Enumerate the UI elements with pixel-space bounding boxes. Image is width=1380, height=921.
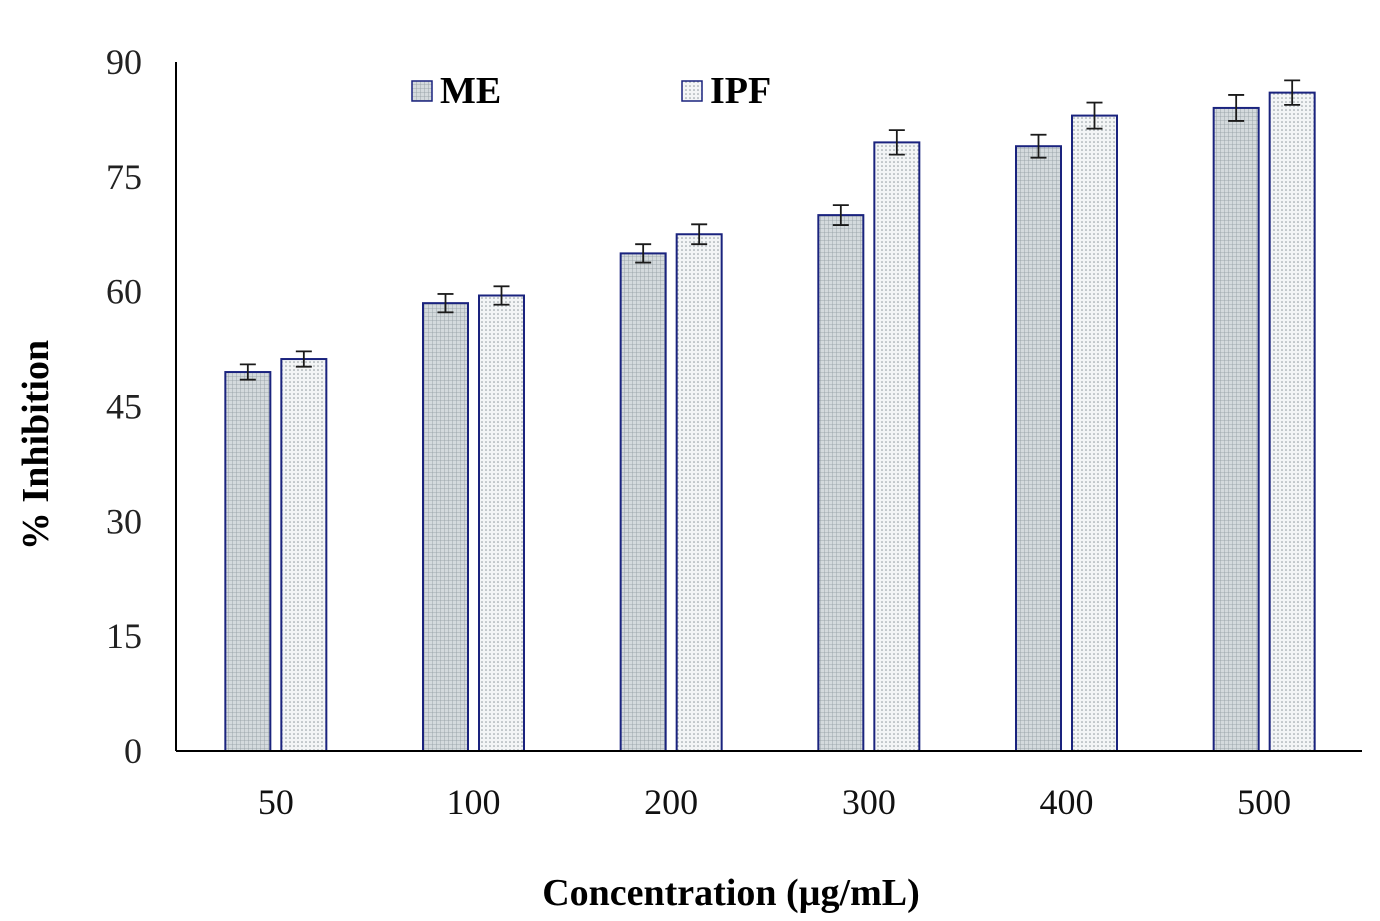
bar-me-50 bbox=[224, 371, 272, 752]
error-bar-me-400 bbox=[1030, 133, 1047, 159]
legend-swatch-ipf bbox=[681, 80, 703, 102]
error-bar-me-50 bbox=[239, 363, 256, 381]
error-bar-me-300 bbox=[832, 204, 849, 226]
y-tick-label-30: 30 bbox=[106, 501, 142, 541]
x-tick-label-500: 500 bbox=[1237, 782, 1291, 822]
error-bar-ipf-50 bbox=[295, 350, 312, 368]
y-ticks: 0 15 30 45 60 75 90 bbox=[106, 42, 142, 771]
error-bar-ipf-300 bbox=[888, 129, 905, 156]
bar-ipf-300 bbox=[873, 141, 921, 752]
x-ticks: 50 100 200 300 400 500 bbox=[258, 782, 1291, 822]
error-bar-ipf-400 bbox=[1086, 101, 1103, 130]
x-tick-label-200: 200 bbox=[644, 782, 698, 822]
legend-swatch-me bbox=[411, 80, 433, 102]
bar-me-300 bbox=[817, 214, 865, 753]
bar-ipf-400 bbox=[1071, 114, 1118, 753]
error-bar-ipf-100 bbox=[493, 285, 510, 306]
y-tick-label-60: 60 bbox=[106, 272, 142, 312]
y-tick-label-0: 0 bbox=[124, 731, 142, 771]
bar-me-400 bbox=[1015, 145, 1062, 752]
error-bar-me-100 bbox=[437, 293, 454, 314]
x-tick-label-300: 300 bbox=[842, 782, 896, 822]
x-tick-label-50: 50 bbox=[258, 782, 294, 822]
bar-me-200 bbox=[619, 252, 667, 752]
bar-ipf-100 bbox=[478, 294, 525, 752]
error-bar-me-500 bbox=[1228, 94, 1245, 122]
y-tick-label-15: 15 bbox=[106, 616, 142, 656]
x-tick-label-400: 400 bbox=[1040, 782, 1094, 822]
bar-me-100 bbox=[422, 302, 469, 752]
bar-ipf-50 bbox=[280, 358, 328, 752]
x-tick-label-100: 100 bbox=[447, 782, 501, 822]
legend: ME IPF bbox=[411, 70, 771, 112]
bar-me-500 bbox=[1212, 106, 1260, 752]
y-tick-label-90: 90 bbox=[106, 42, 142, 82]
error-bar-me-200 bbox=[635, 243, 652, 264]
bar-ipf-500 bbox=[1268, 91, 1316, 753]
y-tick-label-45: 45 bbox=[106, 387, 142, 427]
y-tick-label-75: 75 bbox=[106, 157, 142, 197]
error-bar-ipf-500 bbox=[1284, 79, 1301, 106]
legend-label-me: ME bbox=[440, 70, 501, 112]
legend-label-ipf: IPF bbox=[710, 70, 771, 112]
x-axis-title: Concentration (µg/mL) bbox=[542, 872, 920, 914]
error-bars-layer bbox=[239, 79, 1301, 381]
bar-ipf-200 bbox=[675, 233, 723, 752]
y-axis-title: % Inhibition bbox=[15, 340, 57, 550]
bars-layer bbox=[224, 91, 1316, 753]
error-bar-ipf-200 bbox=[691, 223, 708, 246]
